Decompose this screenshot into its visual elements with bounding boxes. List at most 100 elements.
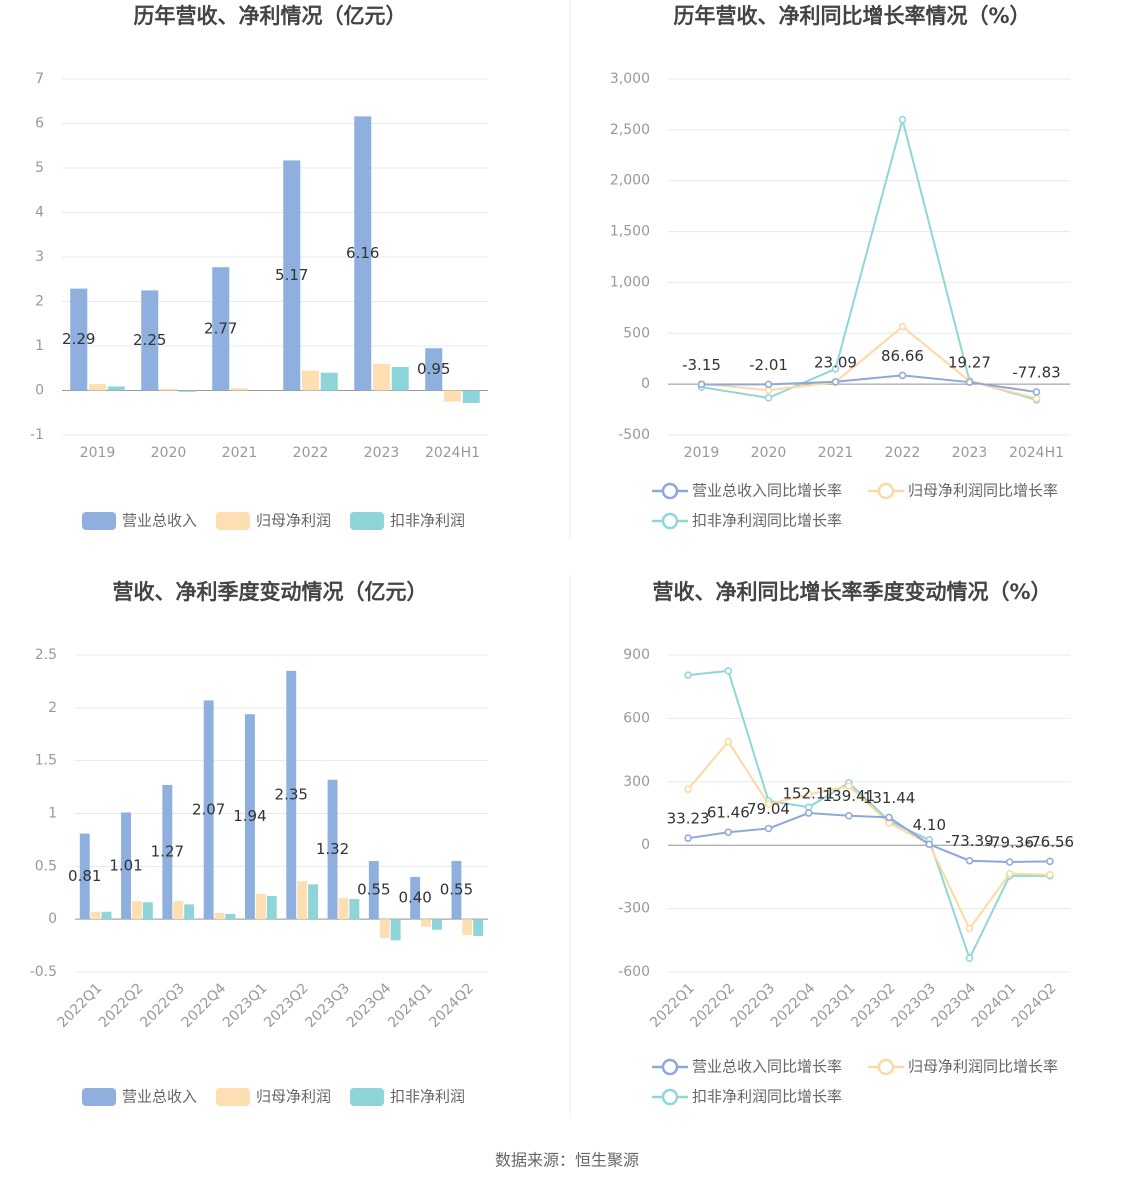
data-label: 79.04 bbox=[747, 800, 790, 818]
data-label: 23.09 bbox=[814, 353, 857, 371]
bar bbox=[354, 116, 372, 391]
legend-label[interactable]: 营业总收入同比增长率 bbox=[692, 1058, 842, 1076]
chart-title: 营收、净利季度变动情况（亿元） bbox=[113, 580, 428, 604]
bar bbox=[421, 919, 432, 927]
legend-swatch[interactable] bbox=[82, 512, 116, 530]
legend-swatch[interactable] bbox=[350, 512, 384, 530]
legend-label[interactable]: 营业总收入 bbox=[122, 512, 197, 530]
data-label: 19.27 bbox=[948, 354, 991, 372]
x-tick-label: 2020 bbox=[151, 445, 187, 461]
data-label: 2.07 bbox=[192, 800, 225, 818]
x-tick-label: 2023 bbox=[364, 445, 400, 461]
y-tick-label: -0.5 bbox=[30, 964, 57, 980]
point bbox=[697, 380, 706, 389]
point bbox=[804, 790, 813, 799]
legend-label[interactable]: 归母净利润同比增长率 bbox=[908, 482, 1058, 500]
legend-swatch[interactable] bbox=[661, 1058, 679, 1076]
point bbox=[898, 371, 907, 380]
legend-label[interactable]: 归母净利润同比增长率 bbox=[908, 1058, 1058, 1076]
bar bbox=[286, 670, 297, 920]
y-tick-label: 0.5 bbox=[35, 858, 57, 874]
data-label: -2.01 bbox=[749, 356, 788, 374]
data-label: 2.77 bbox=[204, 319, 237, 337]
legend-swatch[interactable] bbox=[82, 1088, 116, 1106]
data-label: 131.44 bbox=[863, 789, 916, 807]
legend-label[interactable]: 扣非净利润 bbox=[390, 1088, 465, 1106]
y-tick-label: 7 bbox=[35, 71, 44, 87]
x-tick-label: 2024Q1 bbox=[385, 980, 436, 1031]
y-tick-label: 2 bbox=[35, 294, 44, 310]
chart-title: 营收、净利同比增长率季度变动情况（%） bbox=[652, 580, 1051, 604]
x-tick-label: 2024H1 bbox=[425, 445, 480, 461]
point bbox=[965, 954, 974, 963]
y-tick-label: 600 bbox=[623, 710, 650, 726]
bar bbox=[101, 911, 112, 920]
point bbox=[831, 378, 840, 386]
bar bbox=[121, 812, 132, 920]
bar bbox=[162, 784, 173, 920]
bar bbox=[70, 288, 88, 391]
legend-label[interactable]: 扣非净利润同比增长率 bbox=[692, 1088, 842, 1106]
data-label: 6.16 bbox=[346, 244, 379, 262]
bar bbox=[203, 700, 214, 920]
y-tick-label: -1 bbox=[30, 427, 44, 443]
legend-label[interactable]: 扣非净利润 bbox=[390, 512, 465, 530]
bar bbox=[142, 902, 153, 920]
series-line bbox=[701, 374, 1037, 394]
x-tick-label: 2019 bbox=[684, 445, 720, 461]
y-tick-label: 1,500 bbox=[610, 224, 650, 240]
source-note: 数据来源：恒生聚源 bbox=[495, 1151, 639, 1170]
data-label: 0.40 bbox=[398, 889, 431, 907]
bar bbox=[391, 366, 409, 391]
point bbox=[804, 809, 813, 817]
legend-swatch[interactable] bbox=[877, 482, 895, 500]
y-tick-label: 3,000 bbox=[610, 71, 650, 87]
y-tick-label: 1 bbox=[35, 338, 44, 354]
data-label: 61.46 bbox=[707, 804, 750, 822]
x-tick-label: 2022Q4 bbox=[179, 980, 230, 1031]
x-tick-label: 2022 bbox=[885, 445, 921, 461]
point bbox=[965, 924, 974, 933]
legend-label[interactable]: 归母净利润 bbox=[256, 1088, 331, 1106]
point bbox=[724, 737, 733, 746]
legend-label[interactable]: 扣非净利润同比增长率 bbox=[692, 512, 842, 530]
legend-swatch[interactable] bbox=[661, 482, 679, 500]
legend-swatch[interactable] bbox=[216, 512, 250, 530]
legend-label[interactable]: 营业总收入同比增长率 bbox=[692, 482, 842, 500]
legend-swatch[interactable] bbox=[350, 1088, 384, 1106]
legend-swatch[interactable] bbox=[877, 1058, 895, 1076]
y-tick-label: 0 bbox=[641, 837, 650, 853]
data-label: -76.56 bbox=[1026, 833, 1074, 851]
data-label: 1.94 bbox=[233, 807, 266, 825]
point bbox=[764, 386, 773, 394]
point bbox=[684, 671, 692, 679]
x-tick-label: 2020 bbox=[751, 445, 787, 461]
bar bbox=[88, 383, 107, 391]
legend-label[interactable]: 归母净利润 bbox=[256, 512, 331, 530]
legend-label[interactable]: 营业总收入 bbox=[122, 1088, 197, 1106]
point bbox=[845, 782, 853, 790]
point bbox=[764, 824, 773, 833]
point bbox=[764, 380, 773, 389]
y-tick-label: 6 bbox=[35, 116, 44, 132]
bar bbox=[327, 779, 338, 920]
data-label: 4.10 bbox=[913, 816, 946, 834]
legend-swatch[interactable] bbox=[661, 1088, 679, 1106]
data-label: 33.23 bbox=[667, 810, 710, 828]
bar bbox=[320, 372, 338, 391]
y-tick-label: 1 bbox=[48, 806, 57, 822]
data-label: 0.95 bbox=[417, 360, 450, 378]
y-tick-label: 1.5 bbox=[35, 753, 57, 769]
data-label: 2.29 bbox=[62, 330, 95, 348]
y-tick-label: 2,500 bbox=[610, 122, 650, 138]
x-tick-label: 2022Q2 bbox=[96, 980, 147, 1031]
bar bbox=[462, 919, 473, 936]
data-label: -73.39 bbox=[945, 832, 993, 850]
legend-swatch[interactable] bbox=[661, 512, 679, 530]
point bbox=[1046, 857, 1054, 866]
legend-swatch[interactable] bbox=[216, 1088, 250, 1106]
point bbox=[1005, 869, 1014, 878]
bar bbox=[338, 898, 349, 920]
point bbox=[965, 378, 974, 386]
data-label: 0.55 bbox=[440, 881, 473, 899]
